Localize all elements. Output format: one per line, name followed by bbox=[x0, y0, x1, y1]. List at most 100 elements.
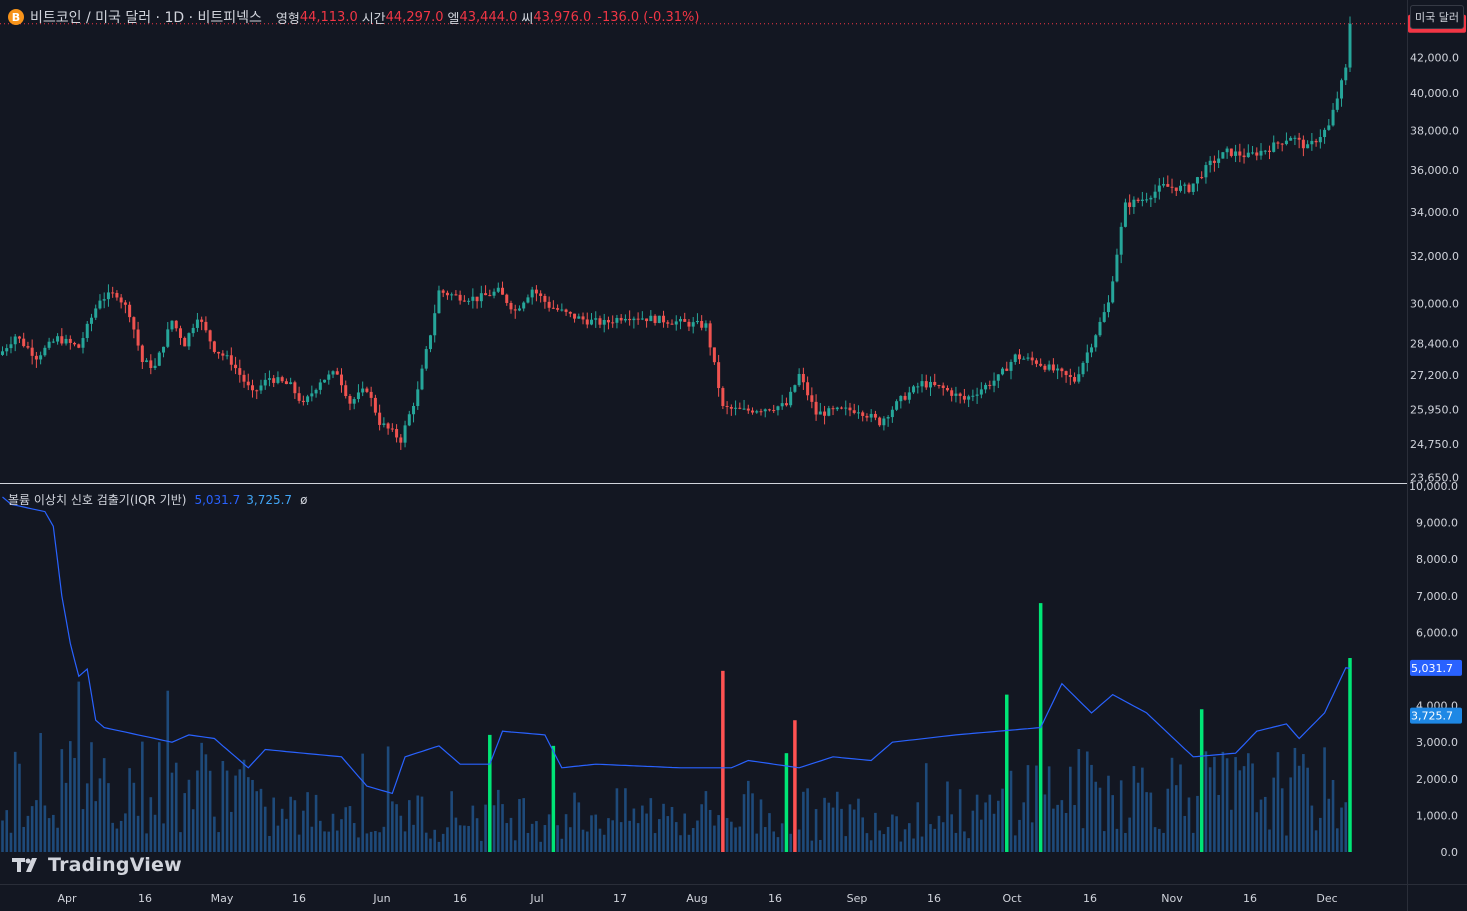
price-tick-label: 25,950.0 bbox=[1410, 403, 1459, 416]
indicator-value-main: 5,031.7 bbox=[194, 492, 241, 507]
volume-bar bbox=[1001, 788, 1004, 852]
volume-tick-label: 8,000.0 bbox=[1416, 553, 1458, 566]
volume-bar bbox=[221, 761, 225, 852]
candle-body bbox=[30, 347, 34, 356]
volume-bar bbox=[624, 788, 627, 852]
volume-bar bbox=[903, 829, 907, 852]
candle-body bbox=[606, 319, 610, 323]
candle-body bbox=[636, 318, 640, 320]
candle-body bbox=[1022, 358, 1026, 360]
volume-bar bbox=[924, 763, 928, 852]
candle-body bbox=[26, 346, 30, 348]
currency-button[interactable]: 미국 달러 bbox=[1410, 5, 1464, 29]
volume-bar bbox=[1331, 780, 1335, 852]
candle-body bbox=[1013, 354, 1017, 362]
volume-bar bbox=[412, 824, 415, 852]
volume-bar bbox=[569, 827, 572, 852]
candle-body bbox=[1293, 137, 1297, 139]
candle-body bbox=[717, 362, 721, 389]
volume-bar bbox=[467, 825, 470, 852]
volume-bar bbox=[471, 805, 475, 852]
candle-body bbox=[221, 353, 225, 356]
volume-bar bbox=[378, 832, 381, 852]
volume-bar bbox=[1056, 804, 1059, 852]
price-candles[interactable] bbox=[1, 16, 1352, 450]
candle-body bbox=[1284, 140, 1288, 145]
symbol-title[interactable]: 비트코인 / 미국 달러 · 1D · 비트피넥스 bbox=[30, 10, 262, 26]
candle-body bbox=[450, 294, 454, 296]
volume-outlier-down bbox=[793, 720, 797, 852]
candle-body bbox=[365, 388, 369, 392]
volume-bar bbox=[1234, 757, 1237, 852]
volume-bar bbox=[145, 833, 148, 852]
candle-body bbox=[1217, 158, 1221, 163]
candle-body bbox=[666, 322, 670, 324]
volume-bar bbox=[225, 770, 229, 852]
volume-bar bbox=[763, 827, 767, 852]
candle-body bbox=[22, 338, 26, 347]
candle-body bbox=[378, 412, 382, 425]
volume-bar bbox=[1081, 828, 1085, 852]
candle-body bbox=[763, 409, 767, 412]
volume-bar bbox=[1102, 831, 1106, 852]
candle-body bbox=[818, 411, 822, 415]
volume-bar bbox=[200, 742, 203, 852]
indicator-value-second: 3,725.7 bbox=[246, 492, 293, 507]
candle-body bbox=[772, 410, 776, 412]
volume-bar bbox=[1293, 747, 1297, 852]
volume-bar bbox=[174, 762, 178, 852]
volume-bar bbox=[730, 821, 733, 852]
candle-body bbox=[996, 374, 1000, 381]
candle-body bbox=[1276, 142, 1280, 144]
candle-body bbox=[339, 374, 343, 386]
candle-body bbox=[1094, 335, 1098, 348]
volume-bars[interactable] bbox=[1, 603, 1352, 852]
volume-bar bbox=[1145, 792, 1148, 852]
tradingview-logo[interactable]: TradingView bbox=[12, 854, 182, 876]
candle-body bbox=[581, 316, 585, 320]
volume-bar bbox=[963, 831, 966, 852]
volume-bar bbox=[984, 802, 987, 852]
indicator-name[interactable]: 볼륨 이상치 신호 검출기(IQR 기반) bbox=[8, 493, 187, 507]
candle-body bbox=[1056, 368, 1060, 371]
volume-bar bbox=[1327, 798, 1331, 852]
candle-body bbox=[56, 336, 60, 342]
candle-body bbox=[1162, 184, 1166, 186]
volume-bar bbox=[789, 833, 792, 852]
volume-tick-label: 9,000.0 bbox=[1416, 517, 1458, 530]
candle-body bbox=[1348, 23, 1352, 68]
volume-bar bbox=[1166, 788, 1170, 852]
volume-bar bbox=[717, 815, 720, 852]
volume-bar bbox=[1073, 805, 1076, 852]
volume-bar bbox=[708, 809, 712, 852]
indicator-second-value-badge bbox=[1410, 707, 1462, 724]
volume-bar bbox=[1077, 749, 1081, 852]
volume-bar bbox=[450, 791, 453, 852]
candle-body bbox=[564, 309, 568, 312]
volume-bar bbox=[289, 796, 292, 852]
candle-body bbox=[975, 394, 979, 396]
volume-bar bbox=[755, 833, 759, 852]
volume-bar bbox=[179, 832, 182, 852]
time-tick-label: Aug bbox=[686, 892, 707, 905]
candle-body bbox=[1297, 137, 1301, 140]
volume-bar bbox=[1289, 777, 1292, 852]
volume-bar bbox=[696, 820, 699, 852]
candle-body bbox=[1208, 160, 1212, 166]
volume-bar bbox=[230, 811, 233, 852]
price-tick-label: 28,400.0 bbox=[1410, 337, 1459, 350]
volume-bar bbox=[908, 823, 911, 852]
candle-body bbox=[1200, 177, 1204, 179]
volume-bar bbox=[60, 749, 64, 852]
indicator-second-value-label: 3,725.7 bbox=[1411, 710, 1453, 723]
candle-body bbox=[1090, 347, 1094, 353]
volume-bar bbox=[458, 825, 462, 852]
candle-body bbox=[1145, 199, 1149, 201]
volume-bar bbox=[1069, 766, 1072, 852]
candle-body bbox=[306, 396, 310, 403]
volume-bar bbox=[9, 832, 13, 852]
volume-bar bbox=[1128, 817, 1131, 852]
candle-body bbox=[1246, 152, 1250, 158]
candle-body bbox=[522, 302, 526, 309]
